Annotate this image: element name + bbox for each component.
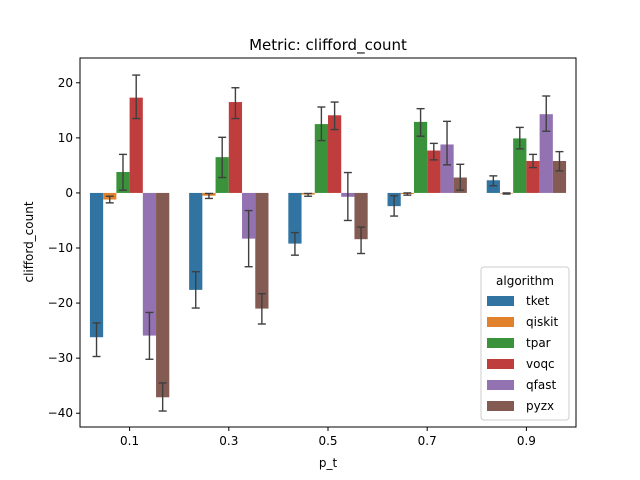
bar-qfast-0.1 [142,192,157,336]
legend-swatch-qiskit [487,317,514,327]
bar-qfast-0.7 [440,144,454,193]
y-tick-label: −10 [48,241,73,255]
y-tick-label: −20 [48,296,73,310]
chart-title: Metric: clifford_count [249,36,407,55]
bar-pyzx-0.3 [255,192,269,309]
y-tick-label: −40 [48,406,73,420]
x-tick-label: 0.9 [517,434,536,448]
legend-swatch-qfast [487,380,514,390]
bar-pyzx-0.1 [156,192,170,398]
x-tick-label: 0.3 [219,434,238,448]
bar-voqc-0.9 [526,160,540,193]
y-tick-label: 0 [65,186,73,200]
legend-swatch-voqc [487,359,514,369]
bar-tpar-0.9 [513,138,527,193]
legend-label-voqc: voqc [526,357,555,371]
legend-label-qfast: qfast [526,378,556,392]
error-bars-layer [92,74,564,412]
x-tick-label: 0.1 [120,434,139,448]
y-tick-label: −30 [48,351,73,365]
legend-swatch-tket [487,296,514,306]
bar-voqc-0.7 [427,150,441,193]
bar-voqc-0.5 [328,115,342,193]
x-axis: 0.1 0.3 0.5 0.7 0.9 [120,427,536,448]
x-tick-label: 0.5 [318,434,337,448]
legend-swatch-tpar [487,338,514,348]
y-tick-label: 20 [58,76,73,90]
y-tick-label: 10 [58,131,73,145]
x-tick-label: 0.7 [418,434,437,448]
legend-label-pyzx: pyzx [526,399,554,413]
y-axis: 20 10 0 −10 −20 −30 −40 [48,76,80,420]
bar-tpar-0.7 [413,121,428,193]
x-axis-label: p_t [319,456,338,470]
legend-title: algorithm [496,274,554,288]
bar-tket-0.9 [486,180,500,193]
bar-voqc-0.3 [228,102,243,193]
legend-swatch-pyzx [487,401,514,411]
legend-label-tket: tket [526,294,550,308]
bars-layer [89,97,567,398]
legend-label-tpar: tpar [526,336,551,350]
bar-tket-0.5 [288,192,302,244]
legend: algorithm tket qiskit tpar voqc qfast pyzx [480,266,570,421]
bar-voqc-0.1 [129,97,143,193]
bar-tket-0.1 [89,192,104,338]
bar-qfast-0.9 [539,114,553,193]
y-axis-label: clifford_count [22,201,36,282]
bar-tket-0.3 [189,192,203,290]
legend-label-qiskit: qiskit [526,315,558,329]
bar-pyzx-0.9 [552,160,567,193]
